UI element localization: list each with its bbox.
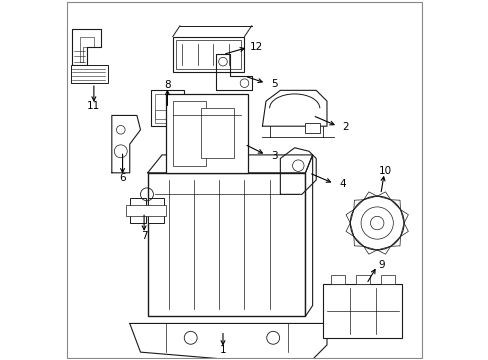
Text: 2: 2 (342, 122, 348, 132)
Text: 10: 10 (379, 166, 391, 176)
Bar (147, 198, 163, 223)
Bar (155, 110, 165, 119)
Bar (147, 173, 305, 316)
Bar (176, 40, 241, 69)
Bar (201, 108, 234, 158)
Text: 6: 6 (119, 173, 125, 183)
Bar (323, 284, 402, 338)
Text: 12: 12 (249, 42, 263, 52)
Bar (380, 275, 394, 284)
Text: 11: 11 (87, 102, 101, 112)
Bar (172, 37, 244, 72)
Bar (70, 65, 108, 83)
Text: 9: 9 (378, 260, 385, 270)
Bar (165, 94, 247, 173)
Text: 3: 3 (270, 151, 277, 161)
Bar (305, 123, 319, 134)
Bar (330, 275, 344, 284)
Bar (126, 205, 165, 216)
Text: 1: 1 (219, 345, 226, 355)
Bar (155, 94, 180, 123)
Bar (172, 101, 205, 166)
Text: 8: 8 (164, 80, 170, 90)
Bar (169, 110, 180, 119)
Bar (151, 90, 183, 126)
Bar (355, 275, 369, 284)
Text: 7: 7 (141, 231, 147, 240)
Text: 5: 5 (271, 79, 277, 89)
Bar (129, 198, 145, 223)
Text: 4: 4 (338, 179, 345, 189)
